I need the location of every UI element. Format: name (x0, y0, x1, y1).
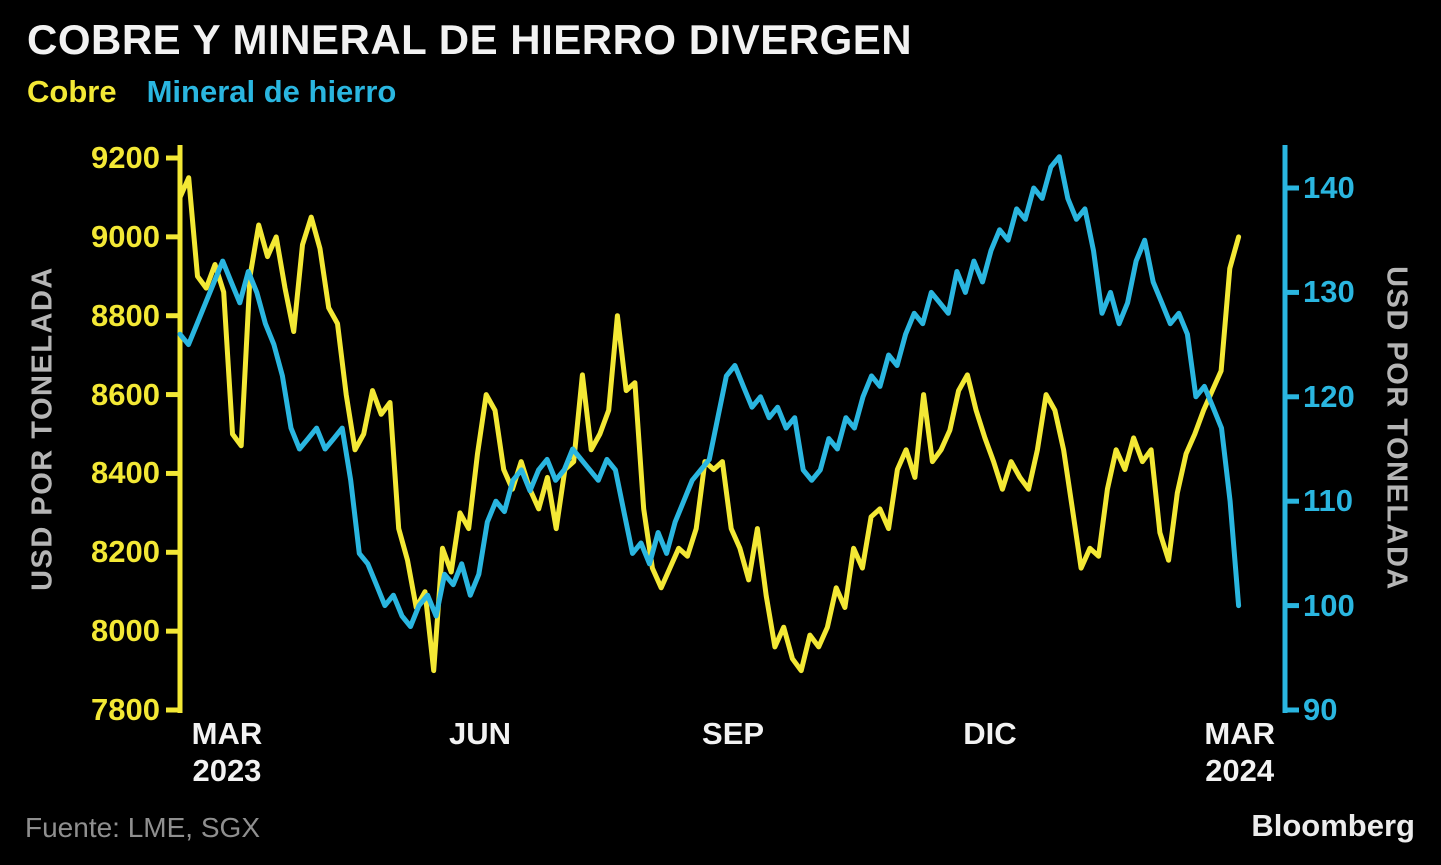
right-axis-title: USD POR TONELADA (1380, 266, 1413, 591)
x-axis-tick-label: JUN (448, 716, 512, 751)
left-axis-tick-label: 8200 (91, 534, 160, 570)
chart-legend: Cobre Mineral de hierro (27, 74, 396, 110)
chart-title: COBRE Y MINERAL DE HIERRO DIVERGEN (27, 16, 913, 63)
right-axis-tick-label: 90 (1303, 692, 1338, 727)
right-axis-tick-label: 130 (1303, 274, 1355, 310)
x-axis-tick-sublabel: 2023 (192, 752, 262, 788)
x-axis-tick-sublabel: 2024 (1205, 752, 1275, 788)
legend-item-mineral-de-hierro: Mineral de hierro (146, 74, 397, 109)
left-axis-tick-label: 8000 (91, 613, 160, 649)
right-axis-tick-label: 100 (1303, 587, 1355, 623)
left-axis-tick-label: 8400 (91, 455, 160, 491)
x-axis-tick-label: MAR 2024 (1204, 716, 1275, 788)
series-line-mineral-de-hierro (177, 154, 1242, 629)
bloomberg-logo: Bloomberg (1251, 808, 1415, 843)
x-axis-tick-label: SEP (702, 716, 765, 751)
left-axis-tick-label: 9200 (91, 140, 160, 175)
right-axis-tick-label: 140 (1303, 170, 1355, 205)
left-axis-tick-label: 9000 (91, 218, 160, 254)
source-note: Fuente: LME, SGX (25, 812, 260, 843)
left-axis-tick-label: 8800 (91, 297, 160, 333)
left-axis-tick-label: 8600 (91, 376, 160, 412)
series-line-cobre (177, 175, 1242, 674)
right-axis-tick-label: 120 (1303, 378, 1355, 414)
x-axis-tick-label: MAR 2023 (191, 716, 263, 788)
x-axis-tick-label: DIC (963, 716, 1017, 751)
right-axis-tick-label: 110 (1303, 483, 1354, 519)
left-axis-tick-label: 7800 (91, 692, 160, 727)
legend-item-cobre: Cobre (27, 74, 117, 109)
